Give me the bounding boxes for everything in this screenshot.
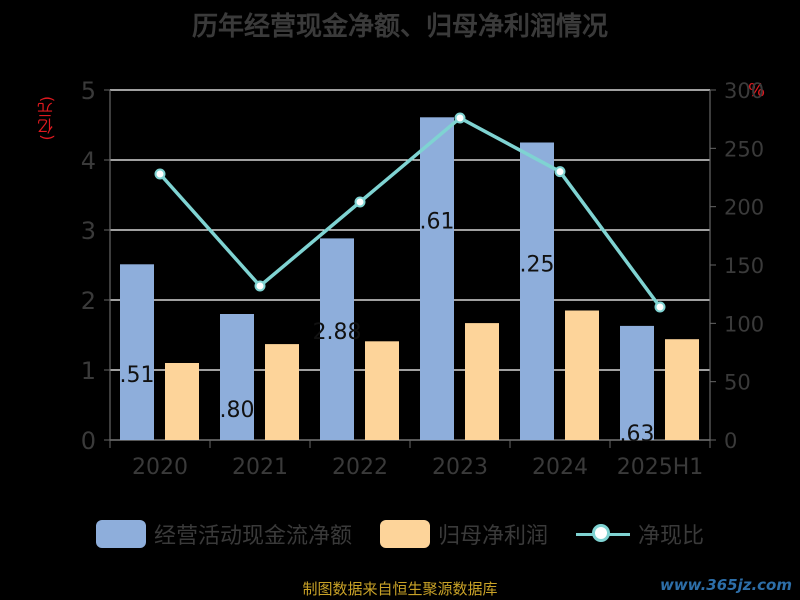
line-cash-ratio bbox=[158, 115, 662, 309]
legend-item-operating-cashflow[interactable]: 经营活动现金流净额 bbox=[95, 518, 352, 550]
bar-data-label: .80 bbox=[220, 398, 255, 423]
bar-net-profit bbox=[465, 323, 499, 440]
bar-net-profit bbox=[565, 310, 599, 440]
bar-data-label: .63 bbox=[620, 422, 655, 447]
chart-title: 历年经营现金净额、归母净利润情况 bbox=[191, 12, 608, 42]
left-axis-tick-label: 0 bbox=[81, 427, 96, 455]
bar-data-label: .61 bbox=[420, 210, 455, 235]
bar-operating-cashflow bbox=[320, 238, 354, 440]
right-axis-unit: % bbox=[748, 80, 766, 101]
bar-operating-cashflow bbox=[220, 314, 254, 440]
left-axis-tick-label: 5 bbox=[81, 77, 96, 105]
x-axis-tick-label: 2025H1 bbox=[617, 455, 704, 480]
x-axis-tick-label: 2024 bbox=[532, 455, 588, 480]
legend: 经营活动现金流净额 归母净利润 净现比 bbox=[0, 518, 800, 550]
bar-data-label: 2.88 bbox=[313, 320, 362, 345]
legend-swatch-net-profit bbox=[379, 520, 430, 548]
right-axis-tick-label: 150 bbox=[724, 254, 764, 278]
point-cash-ratio bbox=[454, 112, 466, 124]
bar-operating-cashflow bbox=[520, 142, 554, 440]
data-source-note: 制图数据来自恒生聚源数据库 bbox=[302, 580, 498, 598]
left-axis-tick-label: 4 bbox=[81, 147, 96, 175]
bar-net-profit bbox=[665, 339, 699, 440]
left-axis-tick-label: 2 bbox=[81, 287, 96, 315]
bar-data-label: .51 bbox=[120, 363, 155, 388]
legend-label-cash-ratio: 净现比 bbox=[638, 524, 705, 549]
legend-swatch-cash-ratio bbox=[576, 520, 630, 548]
x-axis-tick-label: 2020 bbox=[132, 455, 188, 480]
watermark: www.365jz.com bbox=[659, 576, 792, 594]
right-axis-tick-label: 200 bbox=[724, 196, 764, 220]
x-axis-tick-label: 2023 bbox=[432, 455, 488, 480]
right-axis-tick-label: 100 bbox=[724, 312, 764, 336]
point-cash-ratio bbox=[154, 168, 166, 180]
legend-label-net-profit: 归母净利润 bbox=[437, 524, 548, 549]
legend-item-cash-ratio[interactable]: 净现比 bbox=[576, 518, 704, 550]
point-cash-ratio bbox=[554, 166, 566, 178]
bar-data-label: .25 bbox=[520, 252, 555, 277]
left-axis-tick-label: 1 bbox=[81, 357, 96, 385]
legend-item-net-profit[interactable]: 归母净利润 bbox=[379, 518, 548, 550]
point-cash-ratio bbox=[354, 196, 366, 208]
right-axis-tick-label: 250 bbox=[724, 137, 764, 161]
point-cash-ratio bbox=[654, 301, 666, 313]
right-axis-tick-label: 0 bbox=[724, 429, 737, 453]
bar-operating-cashflow bbox=[120, 264, 154, 440]
bar-operating-cashflow bbox=[420, 117, 454, 441]
bar-net-profit bbox=[365, 341, 399, 440]
x-axis-tick-label: 2022 bbox=[332, 455, 388, 480]
legend-swatch-operating-cashflow bbox=[95, 520, 146, 548]
right-axis-tick-label: 300 bbox=[724, 79, 764, 103]
bar-net-profit bbox=[265, 344, 299, 440]
legend-label-operating-cashflow: 经营活动现金流净额 bbox=[153, 524, 352, 549]
bar-operating-cashflow bbox=[620, 325, 654, 440]
bar-net-profit bbox=[165, 363, 199, 440]
point-cash-ratio bbox=[254, 280, 266, 292]
left-axis-tick-label: 3 bbox=[81, 217, 96, 245]
x-axis-tick-label: 2021 bbox=[232, 455, 288, 480]
right-axis-tick-label: 50 bbox=[724, 371, 751, 395]
